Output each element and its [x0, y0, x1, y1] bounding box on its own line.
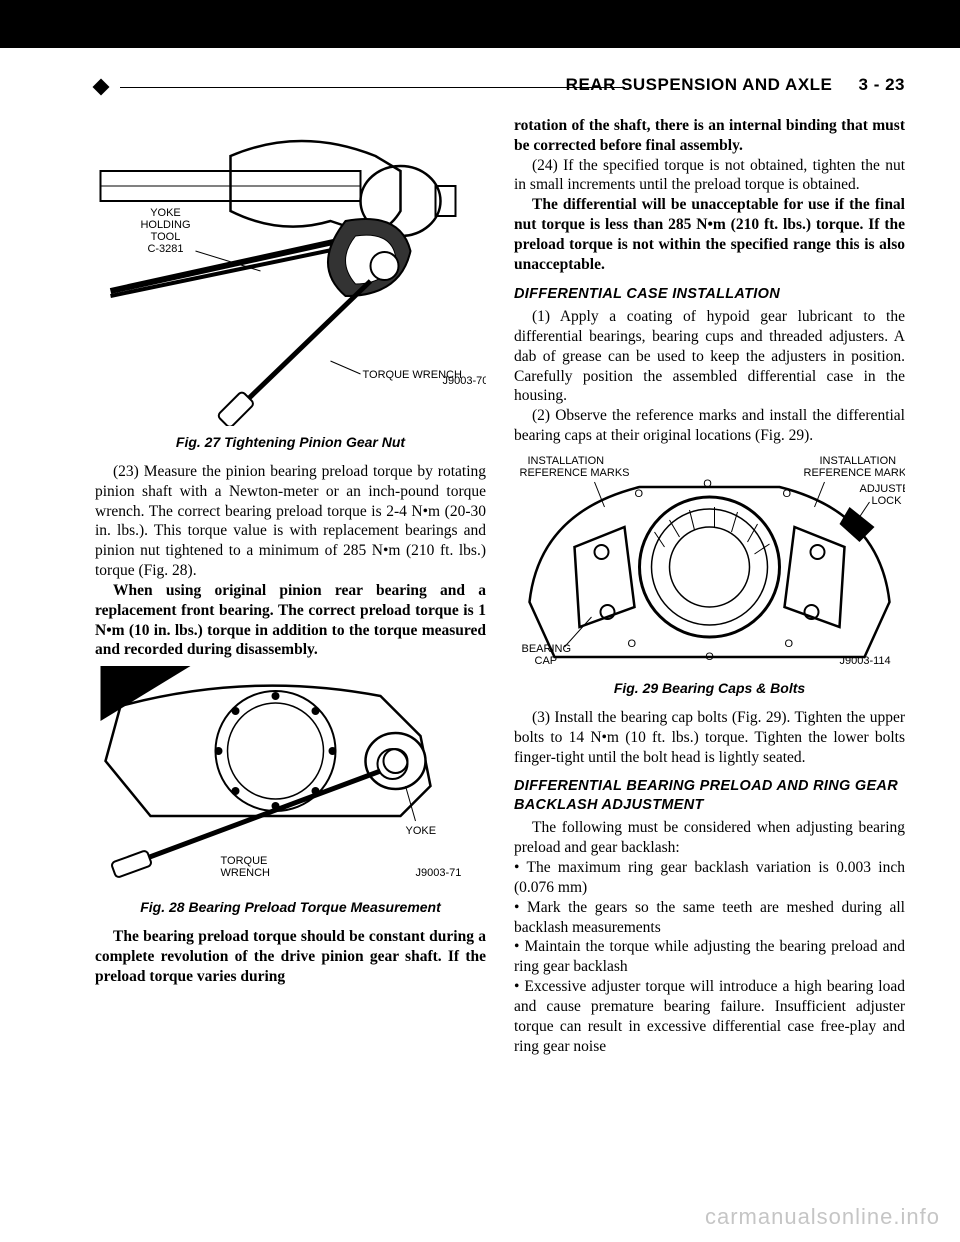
page-header: REAR SUSPENSION AND AXLE 3 - 23 — [95, 78, 905, 96]
paragraph-24-bold: The differential will be unacceptable fo… — [514, 195, 905, 274]
page-title: REAR SUSPENSION AND AXLE 3 - 23 — [566, 75, 905, 95]
svg-text:TORQUE: TORQUE — [221, 855, 268, 867]
paragraph-23-bold: When using original pinion rear bearing … — [95, 581, 486, 660]
figure-29: O O O O O O INSTALLATION REFERENCE MARKS… — [514, 452, 905, 672]
bullet-1: The maximum ring gear backlash variation… — [514, 858, 905, 898]
svg-text:J9003-70: J9003-70 — [443, 375, 487, 387]
heading-preload: DIFFERENTIAL BEARING PRELOAD AND RING GE… — [514, 777, 905, 814]
left-column: YOKE HOLDING TOOL C-3281 TORQUE WRENCH J… — [95, 116, 486, 1056]
svg-text:ADJUSTER: ADJUSTER — [860, 483, 906, 495]
svg-text:J9003-114: J9003-114 — [840, 655, 891, 667]
fig28-caption: Fig. 28 Bearing Preload Torque Measureme… — [95, 899, 486, 917]
svg-text:O: O — [628, 638, 637, 650]
diffcase-step1: (1) Apply a coating of hypoid gear lubri… — [514, 307, 905, 406]
header-diamond-icon — [93, 79, 110, 96]
preload-intro: The following must be considered when ad… — [514, 818, 905, 858]
svg-text:O: O — [783, 488, 792, 500]
paragraph-23: (23) Measure the pinion bearing preload … — [95, 462, 486, 581]
svg-text:J9003-71: J9003-71 — [416, 867, 462, 879]
page-number: 3 - 23 — [859, 75, 905, 94]
bullet-2: Mark the gears so the same teeth are mes… — [514, 898, 905, 938]
diffcase-step2: (2) Observe the reference marks and inst… — [514, 406, 905, 446]
svg-text:REFERENCE MARKS: REFERENCE MARKS — [804, 467, 906, 479]
header-rule — [120, 87, 625, 88]
fig27-caption: Fig. 27 Tightening Pinion Gear Nut — [95, 434, 486, 452]
paragraph-top-right: rotation of the shaft, there is an inter… — [514, 116, 905, 156]
svg-text:HOLDING: HOLDING — [140, 219, 190, 231]
svg-text:BEARING: BEARING — [522, 643, 572, 655]
header-text: REAR SUSPENSION AND AXLE — [566, 75, 833, 94]
bullet-4: Excessive adjuster torque will introduce… — [514, 977, 905, 1056]
right-column: rotation of the shaft, there is an inter… — [514, 116, 905, 1056]
svg-text:O: O — [635, 488, 644, 500]
watermark-text: carmanualsonline.info — [705, 1204, 940, 1230]
svg-text:INSTALLATION: INSTALLATION — [528, 455, 605, 467]
svg-text:YOKE: YOKE — [406, 825, 437, 837]
svg-text:REFERENCE MARKS: REFERENCE MARKS — [520, 467, 630, 479]
diffcase-step3: (3) Install the bearing cap bolts (Fig. … — [514, 708, 905, 767]
fig27-svg: YOKE HOLDING TOOL C-3281 TORQUE WRENCH J… — [95, 116, 486, 426]
heading-diff-case: DIFFERENTIAL CASE INSTALLATION — [514, 285, 905, 304]
figure-27: YOKE HOLDING TOOL C-3281 TORQUE WRENCH J… — [95, 116, 486, 426]
bullet-3: Maintain the torque while adjusting the … — [514, 937, 905, 977]
document-page: REAR SUSPENSION AND AXLE 3 - 23 — [0, 0, 960, 1242]
svg-text:O: O — [785, 638, 794, 650]
figure-28: YOKE TORQUE WRENCH J9003-71 — [95, 666, 486, 891]
svg-text:C-3281: C-3281 — [147, 243, 183, 255]
svg-text:LOCK: LOCK — [872, 495, 903, 507]
svg-text:YOKE: YOKE — [150, 207, 181, 219]
svg-text:O: O — [703, 478, 712, 490]
fig29-svg: O O O O O O INSTALLATION REFERENCE MARKS… — [514, 452, 905, 672]
paragraph-end-left: The bearing preload torque should be con… — [95, 927, 486, 986]
two-column-layout: YOKE HOLDING TOOL C-3281 TORQUE WRENCH J… — [95, 116, 905, 1056]
svg-text:O: O — [705, 651, 714, 663]
svg-text:TOOL: TOOL — [151, 231, 181, 243]
svg-text:WRENCH: WRENCH — [221, 867, 271, 879]
svg-text:CAP: CAP — [535, 655, 558, 667]
fig29-caption: Fig. 29 Bearing Caps & Bolts — [514, 680, 905, 698]
paragraph-24: (24) If the specified torque is not obta… — [514, 156, 905, 196]
fig28-svg: YOKE TORQUE WRENCH J9003-71 — [95, 666, 486, 891]
svg-text:INSTALLATION: INSTALLATION — [820, 455, 897, 467]
